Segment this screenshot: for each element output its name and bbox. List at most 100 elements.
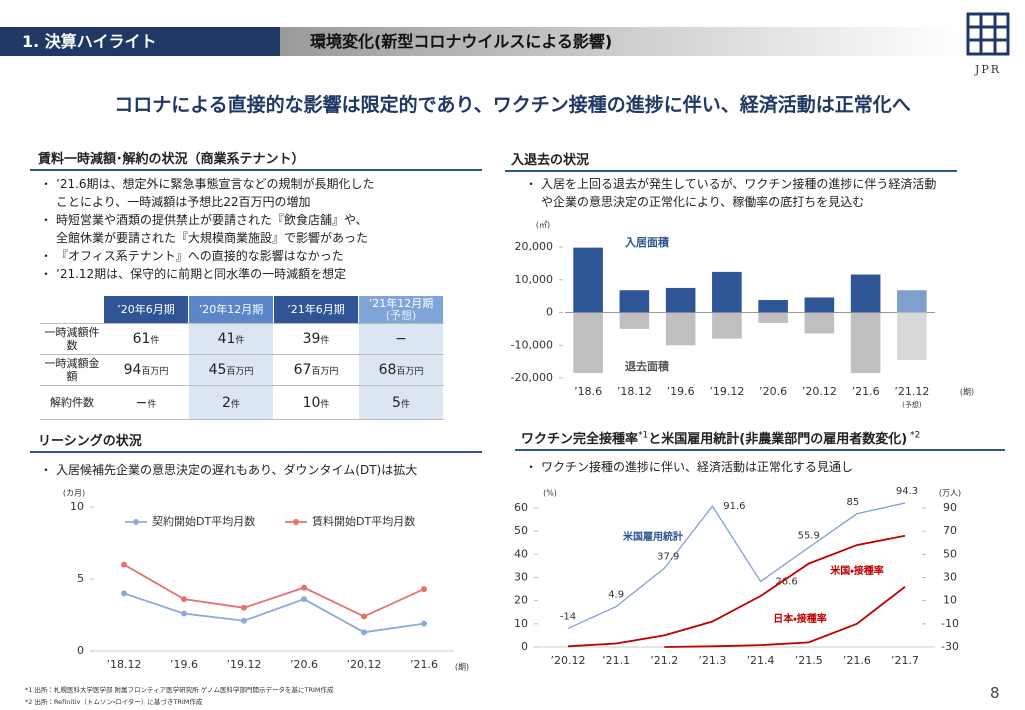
x-unit: (期) [960, 388, 974, 397]
bullet-line: ワクチン接種の進捗に伴い、経済活動は正常化する見通し [541, 460, 854, 474]
bar [850, 274, 881, 313]
column-header: ’21年12月期 (予想) [358, 295, 444, 324]
footnote: *1 出所：札幌医科大学医学部 附属フロンティア医学研究所 ゲノム医科学部門開示… [25, 686, 334, 694]
table-row: 一時減額金額 94百万円 45百万円 67百万円 68百万円 [40, 354, 444, 386]
section-label: 1. 決算ハイライト [0, 27, 280, 56]
bar [573, 247, 603, 313]
chart: 0 10 20 30 40 50 60 -30 -10 10 30 50 70 90 (%) (万人) ’20.… [514, 486, 961, 667]
row-label: 解約件数 [40, 385, 104, 420]
series-label: 日本・接種率 [773, 612, 826, 625]
cell-value: 2 [222, 394, 231, 411]
legend-label: 賃料開始DT平均月数 [312, 514, 415, 528]
bar [712, 271, 742, 313]
table-cell: 45百万円 [188, 354, 274, 386]
column-label: ’21年6月期 [287, 302, 345, 316]
y-tick-label: 10,000 [515, 273, 554, 286]
line [664, 586, 906, 648]
footnote-ref: *2 [907, 430, 921, 441]
value-label: 85 [846, 497, 859, 508]
cell-unit: 件 [400, 399, 410, 410]
value-label: 26.6 [775, 576, 797, 587]
bar [712, 312, 742, 339]
x-unit: (期) [455, 663, 469, 672]
x-tick-label: ’20.12 [347, 658, 382, 671]
table-cell: 5件 [358, 385, 444, 420]
cell-unit: 件 [320, 399, 330, 410]
x-tick-label: ’21.6 [843, 654, 871, 667]
logo: JPR [966, 12, 1010, 76]
y2-unit: (万人) [939, 489, 961, 498]
point [241, 617, 247, 624]
value-label: -14 [560, 611, 576, 622]
bar [804, 312, 835, 334]
table-cell: 10件 [273, 385, 359, 420]
bar [758, 300, 788, 313]
x-tick-label: ’18.12 [617, 385, 652, 398]
corner-cell [40, 295, 104, 324]
x-tick-label: ’21.12 [894, 385, 929, 398]
legend-marker [293, 519, 299, 525]
cell-value: 68 [378, 362, 397, 378]
x-tick-label: ’19.12 [709, 385, 744, 398]
table-cell: − [358, 323, 444, 355]
cell-unit: 件 [320, 336, 330, 346]
series-label: 米国・接種率 [830, 564, 883, 577]
row-label: 一時減額件数 [40, 323, 104, 355]
cell-unit: 件 [230, 399, 240, 410]
cell-value: 10 [302, 394, 321, 411]
cell-value: − [395, 331, 407, 347]
cell-value: − [135, 394, 148, 411]
bar [804, 297, 835, 313]
y-tick-label: -20,000 [511, 371, 553, 384]
cell-unit: 件 [235, 336, 245, 346]
table-cell: −件 [103, 385, 189, 420]
bullet: ’21.6期は、想定外に緊急事態宣言などの規制が長期化したことにより、一時減額は… [40, 175, 375, 211]
point [361, 629, 367, 636]
y2-tick-label: -10 [941, 617, 959, 630]
chart: 0 5 10 (カ月) (期) ’18.12 ’19.6 ’19.12 ’20.6 ’20.12 ’… [63, 489, 469, 672]
y-tick-label: 30 [514, 571, 528, 584]
bar [758, 312, 788, 323]
point [241, 604, 247, 611]
header-title: 環境変化(新型コロナウイルスによる影響) [280, 27, 960, 56]
value-label: 94.3 [896, 486, 918, 497]
line [123, 563, 425, 618]
series-label: 米国雇用統計 [623, 530, 683, 543]
cell-value: 5 [392, 394, 401, 411]
table-cell: 39件 [273, 323, 359, 355]
x-tick-label: ’20.6 [290, 658, 318, 671]
y2-tick-label: 30 [943, 571, 957, 584]
bar [665, 287, 696, 313]
value-label: 37.9 [657, 551, 679, 562]
y-unit: (カ月) [63, 489, 85, 498]
title-part: ワクチン完全接種率 [521, 432, 639, 447]
y-tick-label: 20,000 [515, 240, 554, 253]
bullet-list: 入居を上回る退去が発生しているが、ワクチン接種の進捗に伴う経済活動や企業の意思決… [525, 175, 936, 211]
table-row: 一時減額件数 61件 41件 39件 − [40, 323, 444, 355]
y-tick-label: 10 [70, 500, 84, 513]
x-tick-label: ’21.1 [602, 654, 630, 667]
x-tick-label: ’21.2 [650, 654, 678, 667]
bullet: 『オフィス系テナント』への直接的な影響はなかった [40, 247, 375, 265]
column-label: ’20年6月期 [117, 302, 175, 316]
y2-tick-label: 70 [943, 524, 957, 537]
table: ’20年6月期 ’20年12月期 ’21年6月期 ’21年12月期 (予想) 一時減額件数… [40, 295, 444, 420]
point [361, 613, 367, 620]
y-tick-label: 0 [77, 644, 84, 657]
logo-text: JPR [974, 63, 1001, 76]
cell-value: 39 [302, 331, 321, 347]
section-title: リーシングの状況 [30, 430, 482, 453]
point [301, 596, 307, 603]
bullet: 入居を上回る退去が発生しているが、ワクチン接種の進捗に伴う経済活動や企業の意思決… [525, 175, 936, 211]
table-cell: 94百万円 [103, 354, 189, 386]
point [421, 620, 427, 627]
series-label: 入居面積 [624, 235, 670, 249]
bullet-list: 入居候補先企業の意思決定の遅れもあり、ダウンタイム(DT)は拡大 [40, 461, 417, 479]
section-title: ワクチン完全接種率*1と米国雇用統計(非農業部門の雇用者数変化) *2 [515, 428, 1005, 451]
table-cell: 61件 [103, 323, 189, 355]
y-unit: (㎡) [536, 221, 550, 230]
table-cell: 41件 [188, 323, 274, 355]
bullet: ワクチン接種の進捗に伴い、経済活動は正常化する見通し [525, 458, 853, 476]
x-tick-label: ’20.6 [759, 385, 787, 398]
y-tick-label: 50 [514, 524, 528, 537]
